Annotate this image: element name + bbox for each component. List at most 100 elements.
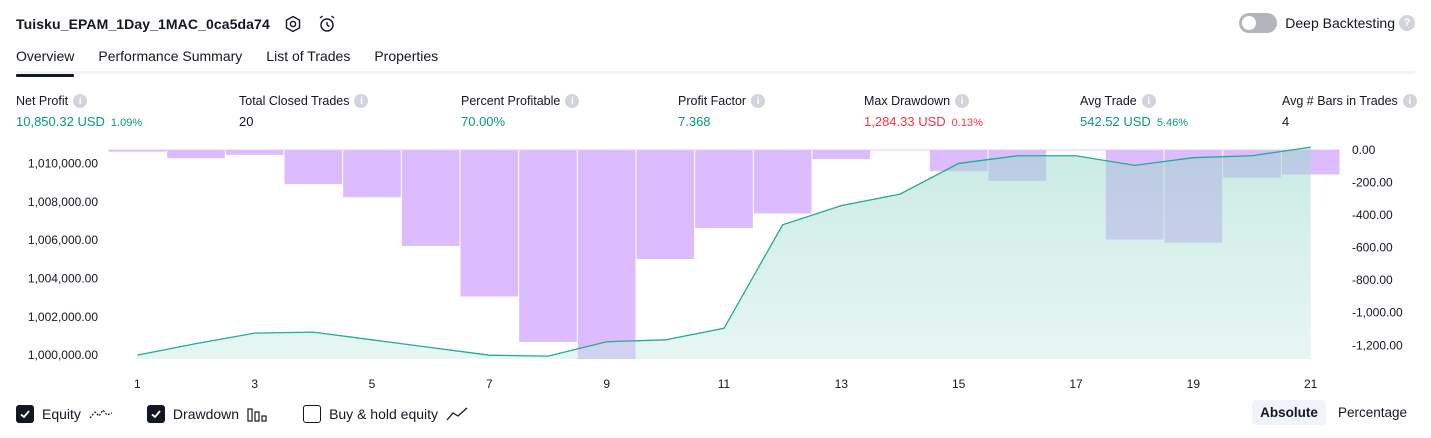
right-axis-tick-label: -200.00 [1352,176,1393,190]
info-icon[interactable]: i [1141,94,1156,108]
metric-value: 1,284.33 USD [864,114,946,129]
drawdown-bar [225,150,284,155]
equity-chart[interactable]: 1,000,000.00 1,002,000.00 1,004,000.00 1,00… [0,140,1431,400]
drawdown-checkbox[interactable]: Drawdown [146,405,269,423]
drawdown-bar [636,150,695,260]
right-axis-tick-label: -400.00 [1352,208,1393,222]
info-icon[interactable]: i [751,94,766,108]
drawdown-bar [812,150,871,159]
x-axis-tick-label: 17 [1069,377,1083,391]
drawdown-bar [108,150,167,152]
left-axis-tick-label: 1,008,000.00 [28,195,98,209]
metric-value: 10,850.32 USD [16,114,105,129]
drawdown-bar [577,150,636,359]
toggle-knob [1242,16,1257,30]
info-icon[interactable]: i [354,94,369,108]
right-axis-tick-label: -1,000.00 [1352,306,1403,320]
help-icon[interactable]: ? [1399,15,1415,31]
x-axis-tick-label: 3 [251,377,258,391]
equity-line-icon [89,406,113,422]
metric-percent: 0.13% [951,117,983,129]
percentage-button[interactable]: Percentage [1337,405,1407,420]
info-icon[interactable]: i [565,94,580,108]
checkbox-checked-icon[interactable] [146,405,165,423]
metric-label: Max Drawdown [864,94,951,108]
metric-value: 4 [1282,114,1290,129]
x-axis-tick-label: 1 [134,377,141,391]
metric-label: Net Profit [16,94,69,108]
deep-backtesting-toggle[interactable] [1239,13,1278,33]
metric-label: Avg # Bars in Trades [1282,94,1398,108]
drawdown-bar [284,150,343,185]
metric-percent: 5.46% [1156,117,1189,129]
metric-value: 20 [239,114,254,129]
left-axis-tick-label: 1,010,000.00 [28,156,98,170]
buy-hold-checkbox[interactable]: Buy & hold equity [303,405,468,423]
metric-avg-trade: Avg Trade i 542.52 USD 5.46% [1080,93,1188,129]
metric-label: Profit Factor [678,94,747,108]
x-axis-tick-label: 7 [486,377,493,391]
equity-chart-svg[interactable]: 1,000,000.00 1,002,000.00 1,004,000.00 1,00… [0,140,1431,400]
metric-label: Total Closed Trades [239,94,350,108]
drawdown-bar [753,150,812,214]
right-axis-tick-label: -600.00 [1352,241,1393,255]
checkbox-unchecked-icon[interactable] [303,405,322,423]
metric-label: Percent Profitable [461,94,561,108]
chart-legend: Equity Drawdown Buy & hold equity Absolu… [16,400,1415,426]
strategy-title: Tuisku_EPAM_1Day_1MAC_0ca5da74 [16,16,270,32]
tab-list-of-trades[interactable]: List of Trades [266,48,351,64]
equity-line [137,146,1311,357]
info-icon[interactable]: i [955,94,970,108]
drawdown-bars-icon [247,406,269,422]
strategy-header: Tuisku_EPAM_1Day_1MAC_0ca5da74 [16,12,338,36]
metric-profit-factor: Profit Factor i 7.368 [678,93,766,129]
equity-label: Equity [42,406,81,422]
drawdown-bar [695,150,753,229]
deep-backtesting: Deep Backtesting ? [1239,13,1415,33]
x-axis-tick-label: 11 [718,377,731,391]
metric-avg-bars: Avg # Bars in Trades i 4 [1282,93,1417,129]
right-axis-tick-label: -1,200.00 [1352,338,1403,352]
equity-checkbox[interactable]: Equity [16,405,113,423]
checkbox-checked-icon[interactable] [16,405,34,423]
info-icon[interactable]: i [1402,94,1417,108]
x-axis-tick-label: 13 [835,377,849,391]
settings-icon[interactable] [282,13,304,35]
x-axis-tick-label: 21 [1304,377,1318,391]
x-axis-tick-label: 9 [603,377,610,391]
right-axis-tick-label: 0.00 [1352,143,1376,157]
info-icon[interactable]: i [73,94,88,108]
left-axis-tick-label: 1,006,000.00 [28,233,98,247]
tab-properties[interactable]: Properties [374,48,439,64]
right-axis-tick-label: -800.00 [1352,273,1393,287]
x-axis-tick-label: 5 [369,377,376,391]
drawdown-bar [167,150,225,159]
deep-backtesting-label: Deep Backtesting [1285,15,1395,31]
tab-performance-summary[interactable]: Performance Summary [98,48,243,64]
x-axis-tick-label: 19 [1187,377,1201,391]
equity-area [137,147,1311,359]
absolute-button[interactable]: Absolute [1252,400,1326,425]
metric-net-profit: Net Profit i 10,850.32 USD 1.09% [16,93,142,129]
metric-value: 7.368 [678,114,711,129]
display-mode-switch: Absolute Percentage [1248,400,1415,425]
drawdown-label: Drawdown [172,406,240,422]
left-axis-tick-label: 1,000,000.00 [28,348,98,362]
buy-hold-line-icon [446,406,468,422]
drawdown-bar [401,150,460,247]
metric-label: Avg Trade [1080,94,1137,108]
buy-hold-label: Buy & hold equity [329,406,439,422]
report-tabs: Overview Performance Summary List of Tra… [16,44,1415,77]
drawdown-bar [460,150,519,297]
x-axis-tick-label: 15 [952,377,966,391]
metric-percent-profitable: Percent Profitable i 70.00% [461,93,580,129]
metric-percent: 1.09% [110,117,143,129]
add-alert-icon[interactable] [316,13,338,35]
drawdown-bar [343,150,401,198]
left-axis-tick-label: 1,004,000.00 [28,271,98,285]
metric-max-drawdown: Max Drawdown i 1,284.33 USD 0.13% [864,93,983,129]
metric-value: 70.00% [461,114,506,129]
metric-value: 542.52 USD [1080,114,1151,129]
tab-overview[interactable]: Overview [16,44,75,77]
metric-total-closed-trades: Total Closed Trades i 20 [239,93,369,129]
